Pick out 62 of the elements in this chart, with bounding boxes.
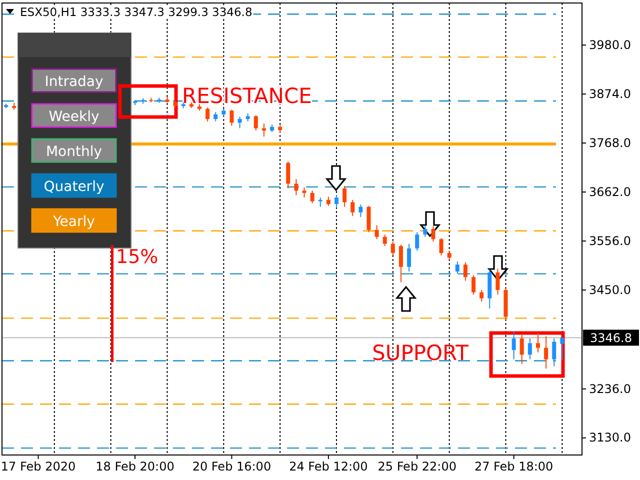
candlestick (455, 260, 460, 274)
annotation: Monthly (46, 144, 102, 160)
annotation: Intraday (44, 74, 104, 90)
candlestick (472, 274, 476, 296)
x-tick-label: 20 Feb 16:00 (192, 460, 272, 474)
candlestick (318, 197, 322, 208)
candlestick (374, 224, 379, 240)
y-tick-label: 3236.0 (589, 382, 631, 396)
candlestick (480, 290, 484, 302)
x-tick-label: 27 Feb 18:00 (474, 460, 554, 474)
candlestick (230, 109, 234, 126)
y-tick-label: 3768.0 (589, 136, 631, 150)
candlestick (528, 338, 532, 360)
x-tick-label: 18 Feb 20:00 (96, 460, 174, 474)
candlestick (439, 238, 444, 256)
candlestick (294, 178, 298, 196)
candlestick (407, 243, 412, 272)
candlestick (238, 116, 242, 129)
candlestick (334, 194, 338, 208)
y-tick-label: 3980.0 (589, 38, 631, 52)
annotation: Quaterly (44, 179, 104, 195)
candlestick (206, 106, 210, 122)
ref-line-label: 3346.8 (590, 331, 632, 346)
candlestick (447, 250, 452, 260)
candlestick (520, 333, 524, 364)
y-tick-label: 3874.0 (589, 86, 631, 101)
y-tick-label: 3450.0 (589, 282, 631, 297)
candlestick (286, 161, 290, 189)
y-tick-label: 3130.0 (589, 430, 631, 445)
y-tick-label: 3662.0 (589, 184, 631, 199)
candlestick (254, 114, 258, 132)
annotation: SUPPORT (372, 341, 469, 365)
x-tick-label: 25 Feb 22:00 (378, 460, 456, 474)
x-tick-label: 17 Feb 2020 (0, 460, 76, 474)
annotation: Weekly (48, 109, 100, 125)
candlestick (358, 204, 363, 218)
candlestick (463, 262, 468, 282)
candlestick (366, 205, 371, 233)
candlestick (310, 190, 314, 204)
candlestick (326, 196, 330, 206)
candlestick (390, 240, 395, 256)
candlestick (415, 232, 420, 252)
candlestick (536, 332, 540, 353)
candlestick (552, 338, 556, 367)
candlestick (302, 186, 306, 198)
annotation: Yearly (52, 214, 95, 230)
candlestick (342, 186, 347, 208)
candlestick (214, 112, 218, 122)
candlestick (262, 123, 266, 138)
candlestick (431, 226, 436, 242)
candlestick (544, 336, 548, 370)
candlestick (382, 234, 387, 247)
candlestick (512, 331, 516, 360)
x-tick-label: 24 Feb 12:00 (289, 460, 368, 474)
candlestick (423, 224, 428, 238)
y-tick-label: 3556.0 (589, 234, 631, 248)
candlestick (398, 244, 403, 283)
chart-title: ESX50,H1 3333.3 3347.3 3299.3 3346.8 (20, 5, 252, 19)
candlestick (350, 199, 355, 217)
candlestick (560, 336, 564, 360)
annotation: 15% (116, 246, 158, 268)
candlestick (496, 268, 500, 296)
